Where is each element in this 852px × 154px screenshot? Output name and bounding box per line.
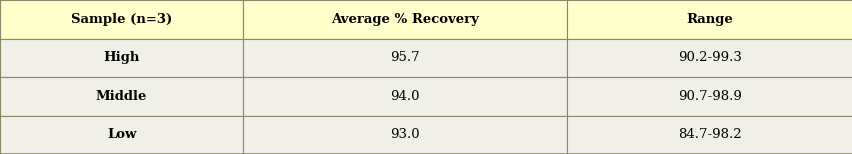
Text: 94.0: 94.0 <box>390 90 419 103</box>
Bar <box>0 0 243 38</box>
Bar <box>567 77 852 116</box>
Bar <box>243 38 567 77</box>
Bar <box>0 116 243 154</box>
Bar <box>567 0 852 38</box>
Text: 90.7-98.9: 90.7-98.9 <box>677 90 741 103</box>
Text: Low: Low <box>106 128 136 141</box>
Bar <box>0 38 243 77</box>
Text: Sample (n=3): Sample (n=3) <box>71 13 172 26</box>
Bar <box>0 77 243 116</box>
Bar <box>567 116 852 154</box>
Text: 90.2-99.3: 90.2-99.3 <box>677 51 741 64</box>
Text: Average % Recovery: Average % Recovery <box>331 13 479 26</box>
Text: High: High <box>103 51 140 64</box>
Bar <box>567 38 852 77</box>
Bar <box>243 0 567 38</box>
Text: 84.7-98.2: 84.7-98.2 <box>677 128 741 141</box>
Bar <box>243 77 567 116</box>
Text: 95.7: 95.7 <box>390 51 419 64</box>
Bar <box>243 116 567 154</box>
Text: Range: Range <box>686 13 733 26</box>
Text: Middle: Middle <box>95 90 147 103</box>
Text: 93.0: 93.0 <box>390 128 419 141</box>
